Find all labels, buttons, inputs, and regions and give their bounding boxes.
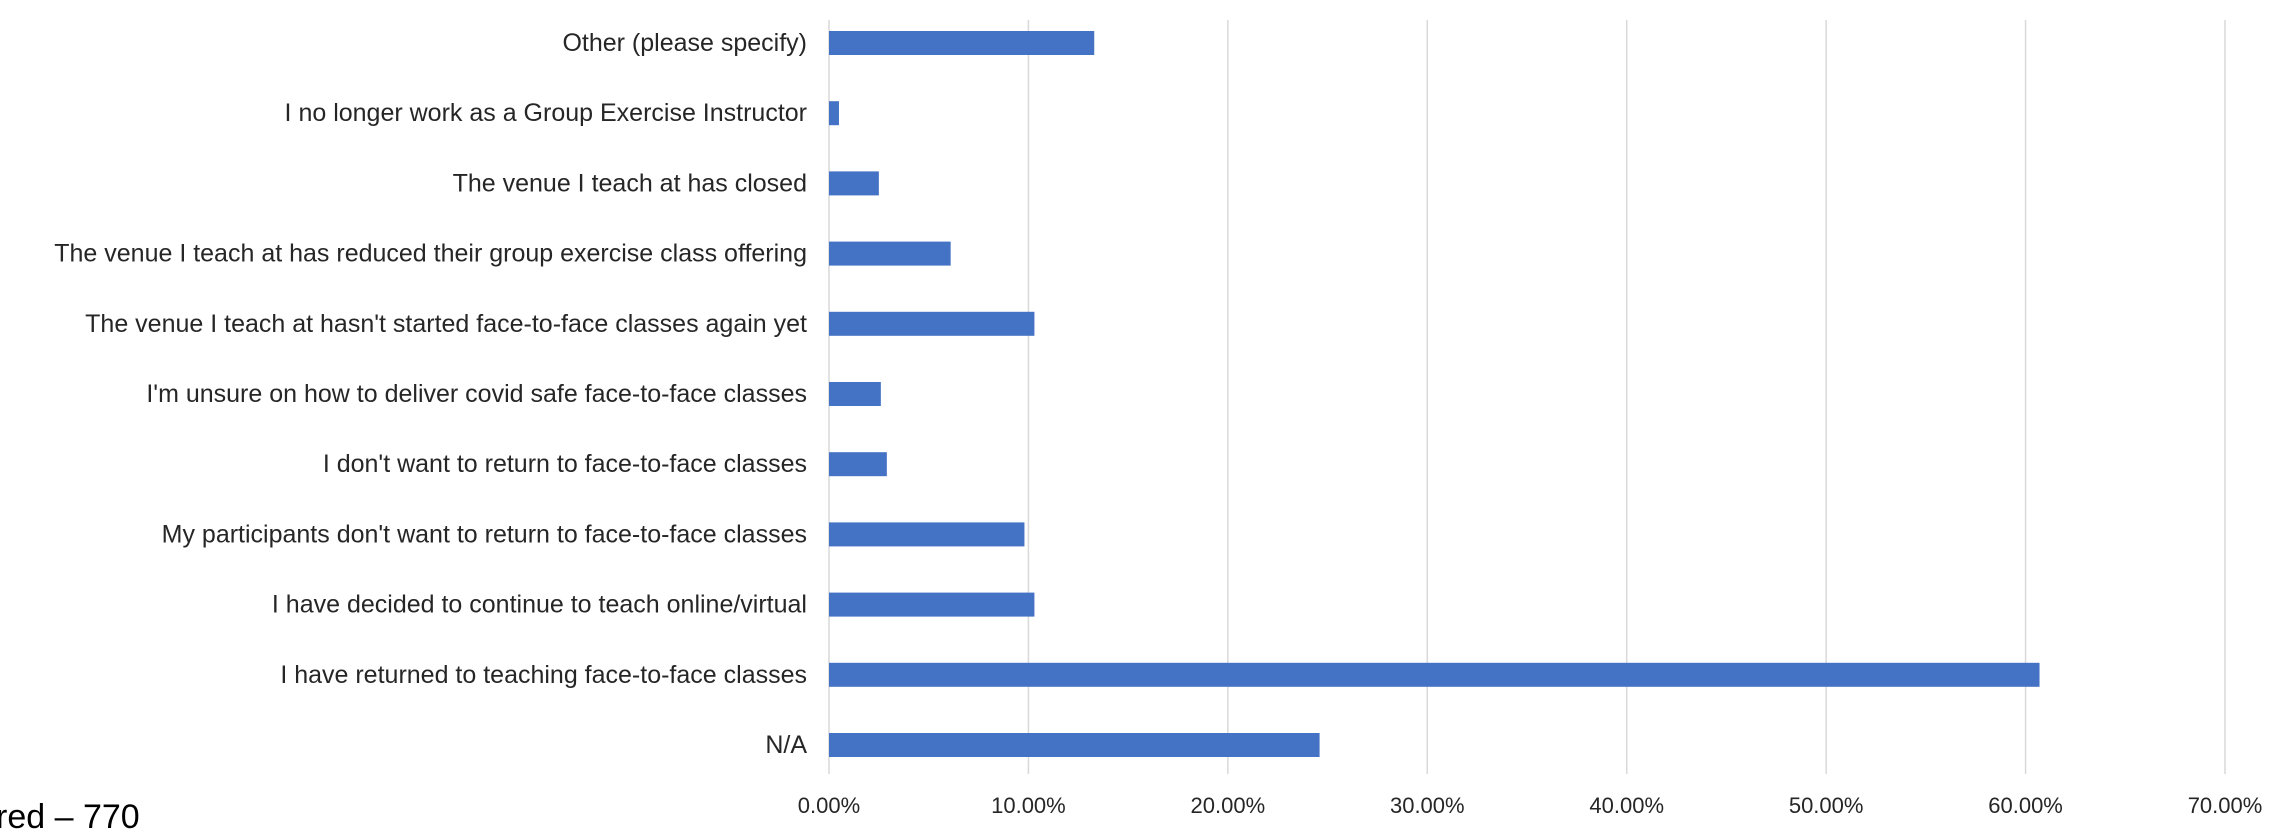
bar (829, 101, 839, 126)
x-tick-label: 20.00% (1191, 793, 1266, 818)
category-label: N/A (765, 731, 807, 759)
category-label: I'm unsure on how to deliver covid safe … (146, 380, 807, 408)
bar (829, 592, 1035, 617)
category-label: I have decided to continue to teach onli… (272, 591, 807, 619)
category-label: I don't want to return to face-to-face c… (323, 450, 807, 478)
x-tick-label: 0.00% (798, 793, 860, 818)
bar (829, 311, 1035, 336)
bar (829, 452, 887, 477)
category-label: The venue I teach at hasn't started face… (85, 310, 807, 338)
category-label: The venue I teach at has closed (453, 169, 807, 197)
x-tick-label: 30.00% (1390, 793, 1465, 818)
bar (829, 382, 881, 406)
x-tick-label: 10.00% (991, 793, 1066, 818)
category-label: My participants don't want to return to … (162, 520, 807, 548)
bar (829, 241, 951, 266)
category-label: I no longer work as a Group Exercise Ins… (285, 99, 807, 127)
x-tick-label: 70.00% (2188, 793, 2263, 818)
category-label: I have returned to teaching face-to-face… (280, 661, 807, 689)
bar (829, 522, 1025, 547)
bar (829, 733, 1320, 757)
bar (829, 31, 1095, 55)
bar (829, 171, 879, 196)
x-tick-label: 50.00% (1789, 793, 1864, 818)
x-tick-label: 40.00% (1589, 793, 1664, 818)
category-label: Other (please specify) (562, 29, 807, 57)
bar (829, 662, 2040, 687)
category-label: The venue I teach at has reduced their g… (54, 240, 807, 268)
x-tick-label: 60.00% (1988, 793, 2063, 818)
answered-count-footnote: red – 770 (0, 798, 140, 836)
